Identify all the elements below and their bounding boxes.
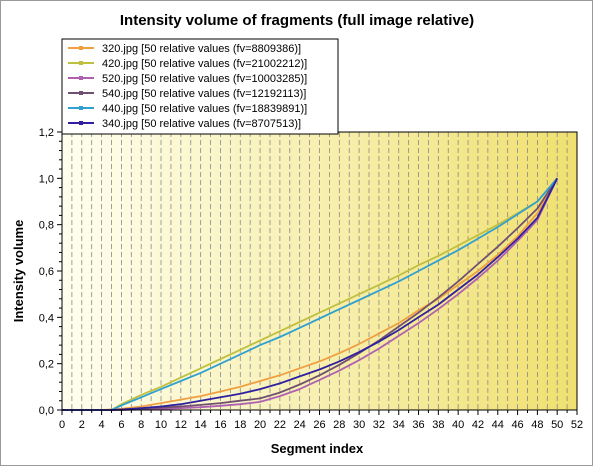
x-axis-label: Segment index — [271, 441, 364, 456]
y-axis-ticks: 0,0 0,2 0,4 0,6 0,8 1,0 1,2 — [39, 127, 62, 417]
x-tick-label: 20 — [254, 419, 266, 431]
y-axis-label: Intensity volume — [11, 220, 26, 323]
series-line-4 — [62, 177, 558, 411]
y-tick-label: 1,0 — [39, 173, 54, 185]
y-tick-label: 0,4 — [39, 312, 54, 324]
x-tick-label: 52 — [571, 419, 583, 431]
x-tick-label: 22 — [274, 419, 286, 431]
x-tick-label: 16 — [214, 419, 226, 431]
legend-box — [61, 38, 339, 135]
series-line-3 — [62, 177, 559, 411]
y-tick-label: 0,6 — [39, 266, 54, 278]
x-tick-label: 24 — [294, 419, 306, 431]
x-axis-ticks: 0 2 4 6 8 10 12 14 16 18 20 22 24 26 28 30 32 34 36 38 40 42 4… — [59, 410, 583, 431]
x-tick-label: 14 — [195, 419, 207, 431]
series-line-1 — [62, 177, 558, 411]
legend-label-5: 440.jpg [50 relative values (fv=18839891… — [102, 103, 307, 115]
x-tick-label: 2 — [79, 419, 85, 431]
grid-lines — [71, 132, 568, 410]
x-tick-label: 32 — [373, 419, 385, 431]
x-tick-label: 34 — [393, 419, 405, 431]
series-line-2 — [62, 177, 558, 411]
series-line-5 — [62, 177, 558, 411]
legend-marker-3 — [79, 76, 83, 80]
x-tick-label: 42 — [472, 419, 484, 431]
series-line-6 — [62, 177, 559, 411]
legend-label-6: 340.jpg [50 relative values (fv=8707513)… — [102, 118, 301, 130]
chart-title: Intensity volume of fragments (full imag… — [120, 12, 474, 29]
series-layer — [62, 177, 559, 411]
y-tick-label: 1,2 — [39, 127, 54, 139]
x-tick-label: 26 — [313, 419, 325, 431]
legend-label-2: 420.jpg [50 relative values (fv=21002212… — [102, 58, 307, 70]
x-tick-label: 12 — [175, 419, 187, 431]
legend-marker-1 — [79, 46, 83, 50]
y-tick-label: 0,2 — [39, 359, 54, 371]
y-tick-label: 0,0 — [39, 405, 54, 417]
y-tick-label: 0,8 — [39, 220, 54, 232]
x-tick-label: 6 — [118, 419, 124, 431]
x-tick-label: 4 — [99, 419, 105, 431]
legend-label-1: 320.jpg [50 relative values (fv=8809386)… — [102, 43, 301, 55]
legend-label-3: 520.jpg [50 relative values (fv=10003285… — [102, 73, 307, 85]
x-tick-label: 18 — [234, 419, 246, 431]
x-tick-label: 48 — [531, 419, 543, 431]
x-tick-label: 10 — [155, 419, 167, 431]
x-tick-label: 40 — [452, 419, 464, 431]
legend-marker-6 — [79, 121, 83, 125]
legend-marker-5 — [79, 106, 83, 110]
x-tick-label: 46 — [511, 419, 523, 431]
x-tick-label: 0 — [59, 419, 65, 431]
legend-marker-4 — [79, 91, 83, 95]
x-tick-label: 50 — [551, 419, 563, 431]
legend-label-4: 540.jpg [50 relative values (fv=12192113… — [102, 88, 306, 100]
x-tick-label: 30 — [353, 419, 365, 431]
x-tick-label: 44 — [492, 419, 504, 431]
x-tick-label: 36 — [412, 419, 424, 431]
x-tick-label: 8 — [138, 419, 144, 431]
legend: 320.jpg [50 relative values (fv=8809386)… — [61, 38, 339, 135]
legend-marker-2 — [79, 61, 83, 65]
x-tick-label: 28 — [333, 419, 345, 431]
x-tick-label: 38 — [432, 419, 444, 431]
